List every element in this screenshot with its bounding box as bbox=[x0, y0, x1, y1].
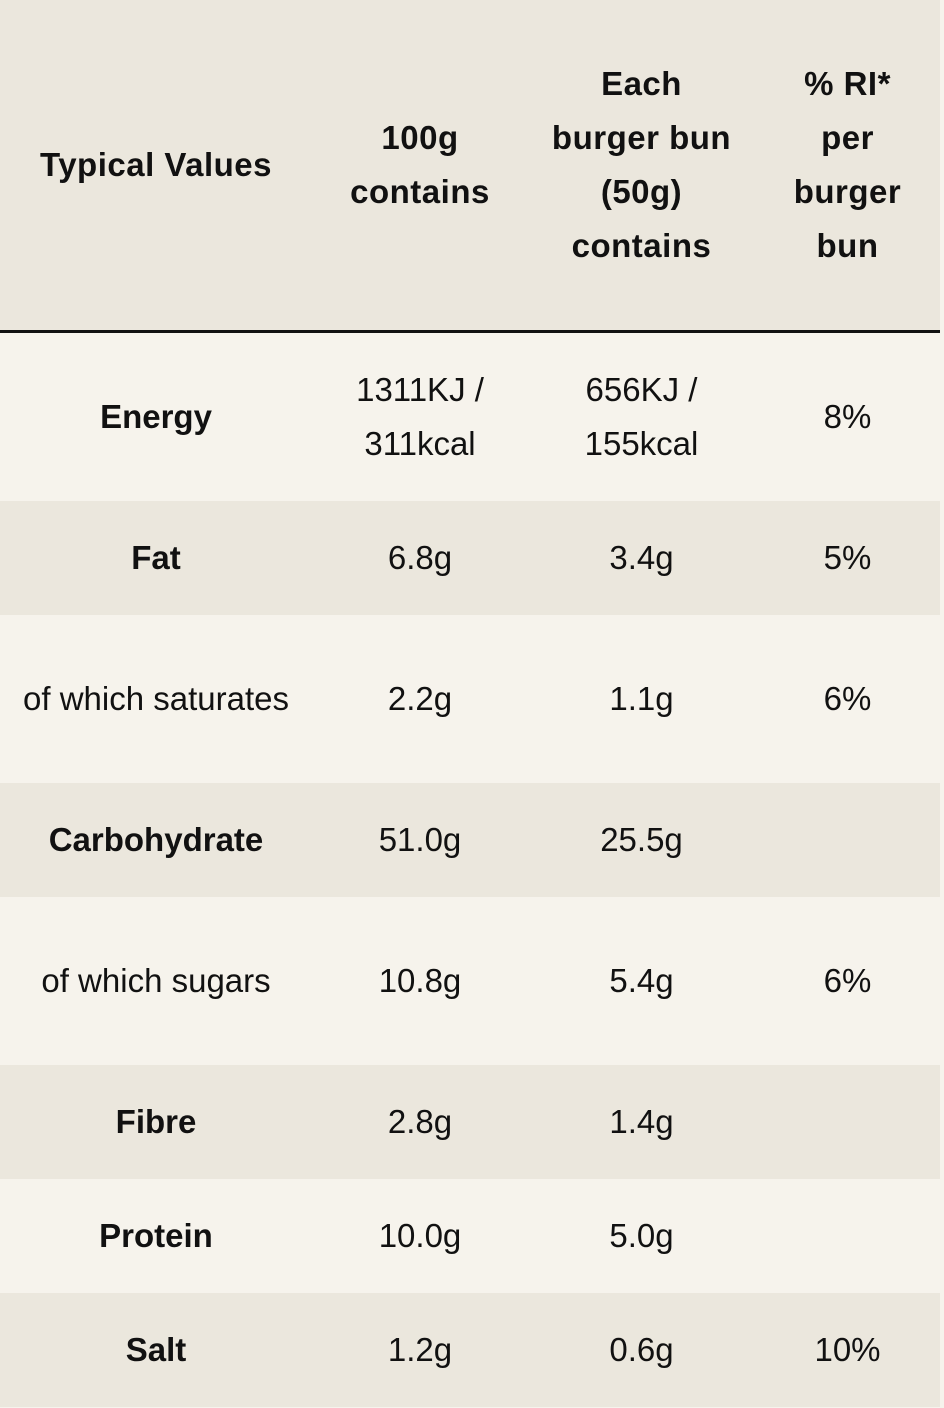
header-cell: 100g contains bbox=[312, 0, 528, 333]
value-cell: 2.2g bbox=[312, 614, 528, 783]
row-label: Energy bbox=[0, 331, 312, 501]
value-cell: 1.4g bbox=[528, 1064, 755, 1179]
table-row: Fat 6.8g 3.4g 5% bbox=[0, 500, 940, 615]
table-row: Fibre 2.8g 1.4g bbox=[0, 1064, 940, 1179]
header-row: Typical Values 100g contains Each burger… bbox=[0, 0, 940, 333]
table-row: Salt 1.2g 0.6g 10% bbox=[0, 1292, 940, 1407]
row-label: Fat bbox=[0, 500, 312, 615]
value-cell: 3.4g bbox=[528, 500, 755, 615]
empty-cell bbox=[755, 782, 940, 897]
table-row: Carbohydrate 51.0g 25.5g bbox=[0, 782, 940, 897]
header-cell: % RI* per burger bun bbox=[755, 0, 940, 333]
table-row: of which saturates 2.2g 1.1g 6% bbox=[0, 614, 940, 783]
value-cell: 6.8g bbox=[312, 500, 528, 615]
value-cell: 6% bbox=[755, 896, 940, 1065]
header-cell: Each burger bun (50g) contains bbox=[528, 0, 755, 333]
table-row: of which sugars 10.8g 5.4g 6% bbox=[0, 896, 940, 1065]
value-cell: 1.1g bbox=[528, 614, 755, 783]
table-row: Protein 10.0g 5.0g bbox=[0, 1178, 940, 1293]
row-label: of which sugars bbox=[0, 896, 312, 1065]
value-cell: 51.0g bbox=[312, 782, 528, 897]
value-cell: 10.8g bbox=[312, 896, 528, 1065]
empty-cell bbox=[755, 1178, 940, 1293]
table-row: Energy 1311KJ / 311kcal 656KJ / 155kcal 8% bbox=[0, 331, 940, 501]
row-label: Carbohydrate bbox=[0, 782, 312, 897]
value-cell: 10% bbox=[755, 1292, 940, 1407]
value-cell: 5.4g bbox=[528, 896, 755, 1065]
value-cell: 1.2g bbox=[312, 1292, 528, 1407]
value-cell: 2.8g bbox=[312, 1064, 528, 1179]
value-cell: 8% bbox=[755, 331, 940, 501]
value-cell: 1311KJ / 311kcal bbox=[312, 331, 528, 501]
row-label: Fibre bbox=[0, 1064, 312, 1179]
value-cell: 6% bbox=[755, 614, 940, 783]
value-cell: 10.0g bbox=[312, 1178, 528, 1293]
header-cell: Typical Values bbox=[0, 0, 312, 333]
row-label: Protein bbox=[0, 1178, 312, 1293]
value-cell: 5% bbox=[755, 500, 940, 615]
table-body: Energy 1311KJ / 311kcal 656KJ / 155kcal 8% F… bbox=[0, 331, 940, 1407]
table-header: Typical Values 100g contains Each burger… bbox=[0, 0, 940, 333]
value-cell: 0.6g bbox=[528, 1292, 755, 1407]
row-label: Salt bbox=[0, 1292, 312, 1407]
value-cell: 25.5g bbox=[528, 782, 755, 897]
row-label: of which saturates bbox=[0, 614, 312, 783]
value-cell: 5.0g bbox=[528, 1178, 755, 1293]
value-cell: 656KJ / 155kcal bbox=[528, 331, 755, 501]
empty-cell bbox=[755, 1064, 940, 1179]
